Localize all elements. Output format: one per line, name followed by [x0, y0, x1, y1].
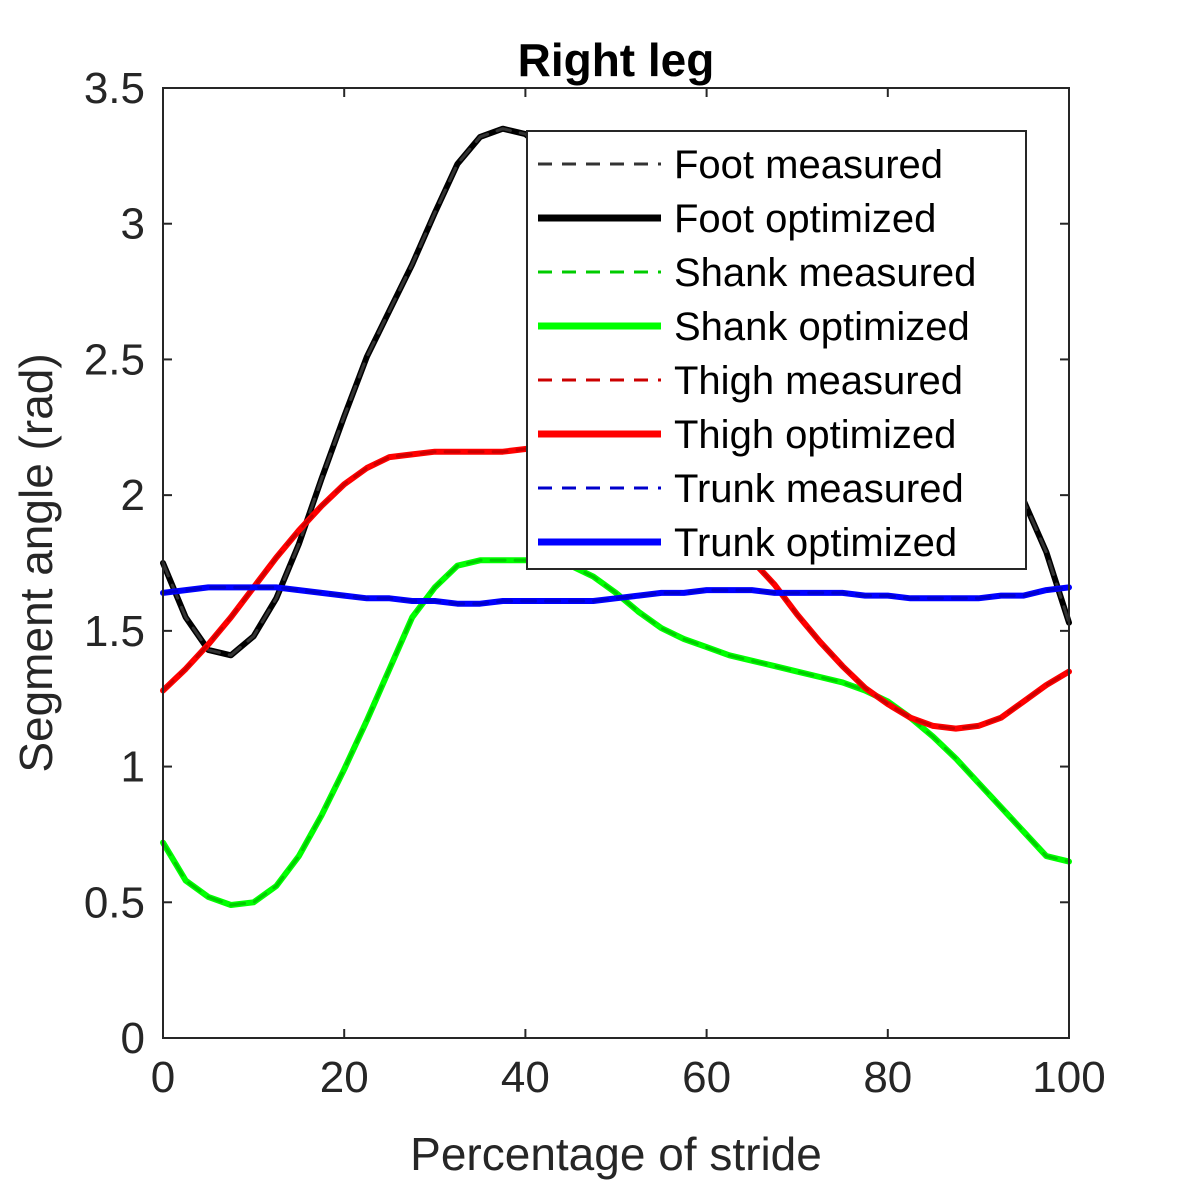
chart-title: Right leg	[518, 34, 715, 86]
legend-label-foot-measured: Foot measured	[674, 143, 943, 187]
x-tick-label: 40	[501, 1053, 550, 1102]
y-tick-label: 1.5	[84, 607, 145, 656]
x-tick-label: 20	[320, 1053, 369, 1102]
x-tick-label: 0	[151, 1053, 175, 1102]
y-tick-label: 3	[121, 200, 145, 249]
y-axis-title: Segment angle (rad)	[10, 353, 62, 772]
y-tick-label: 2	[121, 471, 145, 520]
x-axis-title: Percentage of stride	[410, 1128, 822, 1180]
y-tick-label: 2.5	[84, 335, 145, 384]
legend: Foot measured Foot optimized Shank measure…	[526, 130, 1027, 570]
legend-items: Foot measured Foot optimized Shank measure…	[538, 143, 976, 565]
y-tick-label: 1	[121, 743, 145, 792]
x-tick-label: 60	[682, 1053, 731, 1102]
x-tick-label: 80	[863, 1053, 912, 1102]
legend-box	[526, 130, 1027, 570]
legend-label-shank-measured: Shank measured	[674, 251, 976, 295]
y-tick-label: 0.5	[84, 878, 145, 927]
legend-label-shank-optimized: Shank optimized	[674, 305, 970, 349]
axes-box	[162, 87, 1070, 1039]
y-tick-label: 0	[121, 1014, 145, 1063]
legend-label-trunk-optimized: Trunk optimized	[674, 521, 957, 565]
legend-label-thigh-optimized: Thigh optimized	[674, 413, 956, 457]
tick-layer: 0 20 40 60 80 100 0 0.5 1 1.5 2 2.5 3 3.5	[84, 64, 1106, 1102]
series-line-shank-measured	[161, 558, 1071, 907]
series-line-trunk-measured	[161, 585, 1071, 606]
legend-label-foot-optimized: Foot optimized	[674, 197, 936, 241]
y-tick-label: 3.5	[84, 64, 145, 113]
x-tick-label: 100	[1032, 1053, 1105, 1102]
legend-label-trunk-measured: Trunk measured	[674, 467, 964, 511]
legend-label-thigh-measured: Thigh measured	[674, 359, 963, 403]
